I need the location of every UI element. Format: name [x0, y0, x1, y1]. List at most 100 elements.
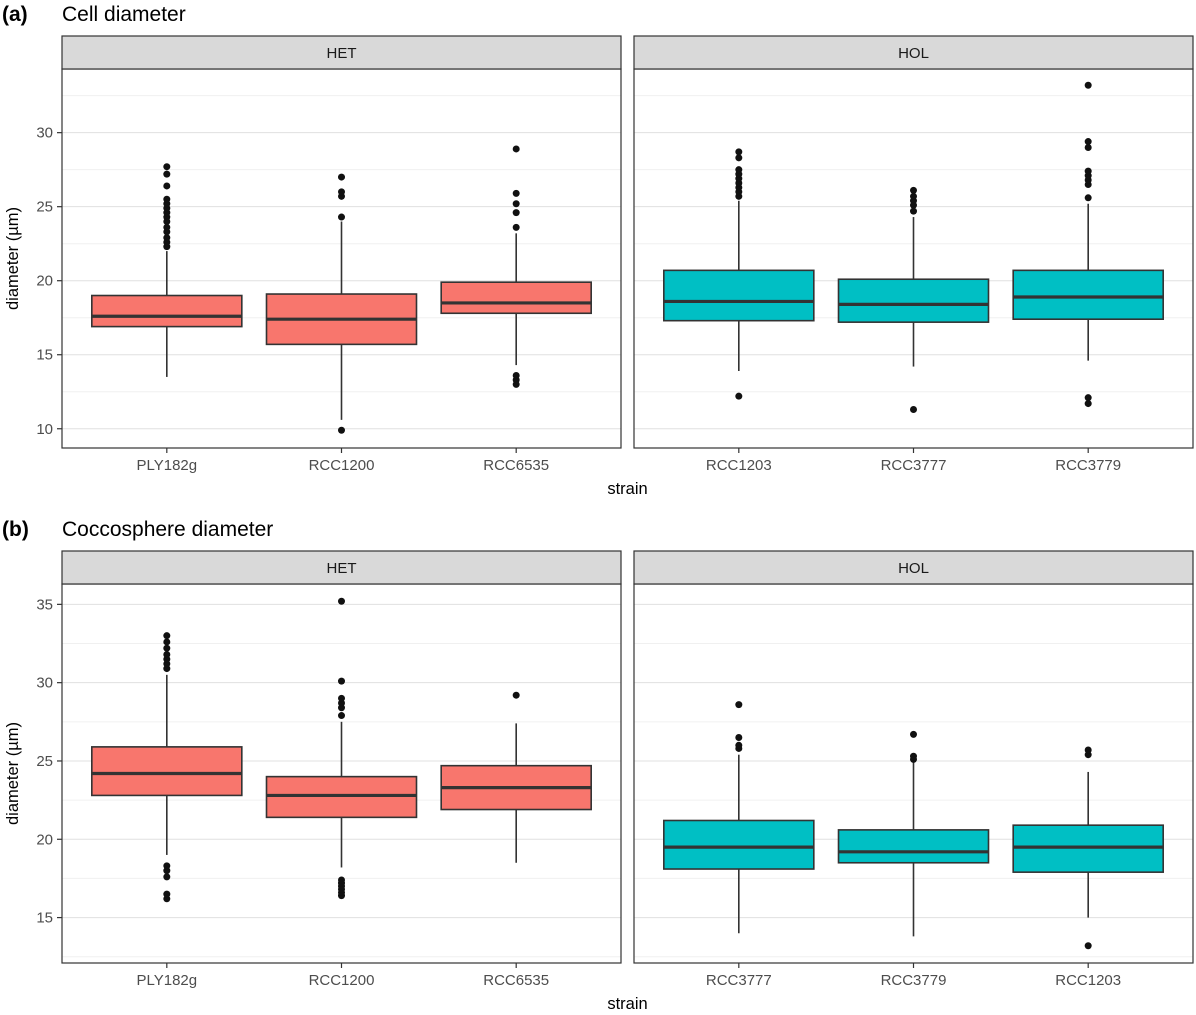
- outlier-point: [1084, 942, 1092, 950]
- outlier-point: [1084, 138, 1092, 146]
- y-tick-label: 15: [36, 347, 53, 364]
- outlier-point: [338, 694, 345, 702]
- outlier-point: [163, 182, 171, 190]
- x-tick-label: PLY182g: [137, 457, 198, 474]
- outlier-point: [910, 730, 917, 738]
- facet-strip-label: HOL: [898, 560, 929, 577]
- outlier-point: [163, 873, 171, 881]
- outlier-point: [338, 173, 345, 181]
- outlier-point: [163, 223, 171, 231]
- outlier-point: [512, 189, 520, 197]
- outlier-point: [163, 163, 171, 171]
- axis-title-y: diameter (µm): [4, 207, 22, 310]
- outlier-point: [1084, 400, 1092, 408]
- y-tick-label: 20: [36, 831, 53, 848]
- chart-svg: PLY182g RCC1200 RCC6535 HET RCC3777 RCC3779 RC…: [4, 550, 1194, 1013]
- facet-strip-label: HOL: [898, 45, 929, 62]
- outlier-point: [1084, 143, 1092, 151]
- panel-tag: (b): [2, 518, 29, 541]
- panel-a: (a) Cell diameter PLY182g RCC1200 RCC6535 H…: [0, 0, 1196, 500]
- panel-b: (b) Coccosphere diameter PLY182g RCC1200 R…: [0, 515, 1196, 1015]
- boxplot-box: [663, 269, 815, 322]
- outlier-point: [163, 234, 171, 242]
- outlier-point: [338, 677, 345, 685]
- boxplot-box: [837, 278, 990, 323]
- x-tick-label: RCC1200: [309, 457, 375, 474]
- outlier-point: [338, 876, 345, 884]
- outlier-point: [1084, 746, 1092, 754]
- outlier-point: [512, 691, 520, 699]
- outlier-point: [163, 638, 171, 646]
- outlier-point: [735, 392, 743, 400]
- x-tick-label: RCC1200: [309, 972, 375, 989]
- facet-strip: [633, 550, 1194, 585]
- y-tick-label: 30: [36, 675, 53, 692]
- facet-strip-label: HET: [327, 45, 357, 62]
- y-tick-label: 25: [36, 753, 53, 770]
- chart-svg: PLY182g RCC1200 RCC6535 HET RCC1203 RCC3777 RC…: [4, 35, 1194, 498]
- outlier-point: [1084, 167, 1092, 175]
- outlier-point: [338, 712, 345, 720]
- boxplot-box: [663, 819, 815, 870]
- outlier-point: [735, 166, 743, 174]
- y-tick-label: 10: [36, 421, 53, 438]
- outlier-point: [910, 186, 917, 194]
- panel-title: Cell diameter: [62, 3, 186, 26]
- outlier-point: [735, 148, 743, 156]
- axis-title-y: diameter (µm): [4, 722, 22, 825]
- outlier-point: [512, 371, 520, 379]
- outlier-point: [163, 632, 171, 640]
- y-tick-label: 25: [36, 199, 53, 216]
- outlier-point: [910, 406, 917, 414]
- outlier-point: [338, 597, 345, 605]
- x-tick-label: RCC6535: [483, 972, 549, 989]
- outlier-point: [163, 644, 171, 652]
- x-tick-label: RCC3777: [706, 972, 772, 989]
- outlier-point: [910, 192, 917, 200]
- x-tick-label: RCC1203: [706, 457, 772, 474]
- outlier-point: [735, 733, 743, 741]
- boxplot-box: [837, 829, 990, 864]
- boxplot-box: [440, 281, 592, 315]
- outlier-point: [512, 145, 520, 153]
- y-tick-label: 15: [36, 910, 53, 927]
- y-tick-label: 20: [36, 273, 53, 290]
- outlier-point: [910, 752, 917, 760]
- outlier-point: [512, 223, 520, 231]
- y-tick-label: 35: [36, 596, 53, 613]
- outlier-point: [338, 188, 345, 196]
- axis-title-x: strain: [607, 995, 647, 1013]
- outlier-point: [1084, 81, 1092, 89]
- panel-title: Coccosphere diameter: [62, 518, 274, 541]
- y-tick-label: 30: [36, 125, 53, 142]
- boxplot-box: [91, 294, 243, 328]
- outlier-point: [910, 207, 917, 215]
- outlier-point: [512, 209, 520, 217]
- facet-strip: [61, 35, 622, 70]
- boxplot-box: [1012, 269, 1164, 320]
- outlier-point: [1084, 394, 1092, 402]
- outlier-point: [735, 701, 743, 709]
- x-tick-label: RCC3779: [881, 972, 947, 989]
- x-tick-label: PLY182g: [137, 972, 198, 989]
- x-tick-label: RCC1203: [1055, 972, 1121, 989]
- facet-strip-label: HET: [327, 560, 357, 577]
- boxplot-box: [91, 746, 243, 797]
- outlier-point: [163, 890, 171, 898]
- outlier-point: [512, 200, 520, 208]
- outlier-point: [1084, 194, 1092, 202]
- outlier-point: [735, 741, 743, 749]
- outlier-point: [163, 862, 171, 870]
- axis-title-x: strain: [607, 480, 647, 498]
- outlier-point: [735, 154, 743, 162]
- x-tick-label: RCC3777: [881, 457, 947, 474]
- outlier-point: [163, 195, 171, 203]
- panel-tag: (a): [2, 3, 28, 26]
- outlier-point: [163, 170, 171, 178]
- outlier-point: [338, 426, 345, 434]
- x-tick-label: RCC6535: [483, 457, 549, 474]
- panel-b-title-row: (b) Coccosphere diameter: [0, 516, 1196, 546]
- panel-a-title-row: (a) Cell diameter: [0, 1, 1196, 31]
- facet-strip: [633, 35, 1194, 70]
